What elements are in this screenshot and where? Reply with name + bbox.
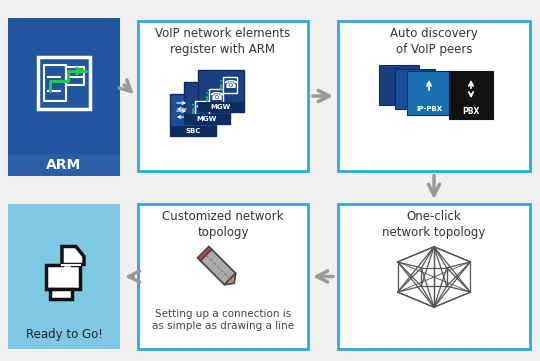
Bar bbox=[198, 70, 244, 112]
Text: Ready to Go!: Ready to Go! bbox=[25, 328, 103, 341]
Bar bbox=[338, 204, 530, 349]
Polygon shape bbox=[200, 249, 235, 285]
Polygon shape bbox=[198, 247, 212, 261]
Bar bbox=[195, 101, 209, 117]
Text: ☎: ☎ bbox=[223, 80, 237, 90]
Text: ☎: ☎ bbox=[209, 92, 223, 102]
Text: IP-PBX: IP-PBX bbox=[416, 106, 442, 112]
Bar bbox=[170, 94, 216, 136]
Bar bbox=[338, 21, 530, 171]
Text: One-click
network topology: One-click network topology bbox=[382, 210, 485, 239]
Bar bbox=[184, 82, 230, 124]
Bar bbox=[449, 71, 493, 119]
Text: Customized network
topology: Customized network topology bbox=[162, 210, 284, 239]
Text: VoIP network elements
register with ARM: VoIP network elements register with ARM bbox=[156, 27, 291, 56]
Bar bbox=[379, 65, 419, 105]
Bar bbox=[170, 126, 216, 136]
Polygon shape bbox=[62, 247, 84, 265]
Polygon shape bbox=[50, 288, 72, 299]
Text: Setting up a connection is
as simple as drawing a line: Setting up a connection is as simple as … bbox=[152, 309, 294, 331]
Text: PBX: PBX bbox=[462, 106, 480, 116]
Polygon shape bbox=[46, 247, 80, 288]
Bar bbox=[8, 204, 120, 349]
Bar bbox=[395, 69, 435, 109]
Bar bbox=[8, 154, 120, 176]
Bar bbox=[38, 57, 90, 109]
Bar bbox=[223, 77, 237, 93]
Bar bbox=[198, 102, 244, 112]
Text: SBC: SBC bbox=[185, 128, 201, 134]
Bar bbox=[66, 67, 84, 85]
Bar bbox=[8, 18, 120, 154]
Text: ARM: ARM bbox=[46, 158, 82, 172]
Text: ☎: ☎ bbox=[195, 104, 209, 114]
Bar bbox=[209, 89, 223, 105]
Bar bbox=[138, 21, 308, 171]
Bar bbox=[184, 114, 230, 124]
Bar bbox=[138, 204, 308, 349]
Bar bbox=[407, 71, 451, 115]
Text: MGW: MGW bbox=[211, 104, 231, 110]
Polygon shape bbox=[225, 273, 235, 285]
Bar bbox=[44, 65, 66, 101]
Text: Auto discovery
of VoIP peers: Auto discovery of VoIP peers bbox=[390, 27, 478, 56]
Text: MGW: MGW bbox=[197, 116, 217, 122]
